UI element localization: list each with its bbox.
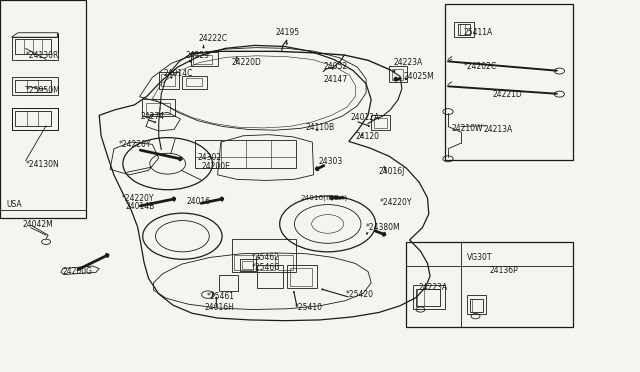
Bar: [240, 259, 256, 271]
Text: *24130R: *24130R: [26, 51, 59, 60]
Bar: [467, 295, 486, 314]
Bar: [413, 285, 445, 309]
Text: 24274: 24274: [141, 112, 165, 121]
Bar: [374, 118, 387, 128]
Text: 24302: 24302: [197, 153, 221, 162]
Text: 24014B: 24014B: [125, 202, 155, 211]
Bar: [146, 103, 170, 114]
Text: 24223A: 24223A: [419, 283, 448, 292]
Text: 24110B: 24110B: [306, 123, 335, 132]
Bar: [256, 255, 275, 270]
Text: 24147: 24147: [323, 75, 348, 84]
Bar: [470, 299, 483, 312]
Text: 24016J: 24016J: [379, 167, 405, 176]
Text: 24200E: 24200E: [202, 162, 230, 171]
Bar: [232, 239, 296, 272]
Bar: [161, 74, 175, 86]
Bar: [182, 76, 207, 89]
Bar: [406, 242, 573, 327]
Bar: [445, 4, 573, 160]
Text: 24222C: 24222C: [198, 34, 228, 43]
Bar: [242, 261, 253, 269]
Text: *24130N: *24130N: [26, 160, 60, 169]
Text: 24014C: 24014C: [163, 69, 193, 78]
Bar: [12, 37, 58, 60]
Text: 24025M: 24025M: [403, 72, 434, 81]
Text: *25410: *25410: [294, 303, 323, 312]
Text: *24202C: *24202C: [463, 62, 497, 71]
Bar: [454, 22, 474, 37]
Bar: [15, 80, 51, 92]
Bar: [278, 255, 293, 270]
Text: *24220Y: *24220Y: [118, 140, 151, 149]
Text: 24016H: 24016H: [205, 304, 235, 312]
Text: *24220Y: *24220Y: [380, 198, 412, 207]
Text: 24303: 24303: [319, 157, 343, 166]
Bar: [142, 99, 175, 116]
Text: 24195: 24195: [275, 28, 300, 37]
Bar: [257, 265, 283, 288]
Text: *25466: *25466: [252, 263, 280, 272]
Text: 25411A: 25411A: [463, 28, 493, 37]
Bar: [15, 111, 51, 126]
Text: 24120: 24120: [355, 132, 380, 141]
Text: 24016: 24016: [187, 198, 211, 206]
Bar: [458, 24, 470, 35]
Bar: [389, 66, 407, 82]
Text: 24200G: 24200G: [63, 267, 93, 276]
Text: *24380M: *24380M: [366, 224, 401, 232]
Text: *25420: *25420: [346, 290, 374, 299]
Text: 24052: 24052: [323, 62, 348, 71]
Text: 24213A: 24213A: [483, 125, 513, 134]
Text: 24221D: 24221D: [493, 90, 522, 99]
Bar: [290, 268, 312, 286]
Bar: [193, 55, 212, 64]
Text: 24223A: 24223A: [394, 58, 423, 67]
Text: *24220Y: *24220Y: [122, 194, 154, 203]
Bar: [195, 140, 296, 168]
Bar: [191, 52, 218, 66]
Text: 24210W: 24210W: [452, 124, 483, 133]
Bar: [12, 77, 58, 95]
Text: 24010(INC.*): 24010(INC.*): [301, 195, 348, 201]
Text: 24136P: 24136P: [490, 266, 518, 275]
Bar: [219, 275, 238, 291]
Text: *25950M: *25950M: [26, 86, 60, 95]
Text: 24012A: 24012A: [350, 113, 380, 122]
Bar: [416, 289, 440, 306]
Text: 24042M: 24042M: [22, 220, 53, 229]
Bar: [0, 0, 86, 218]
Bar: [159, 72, 179, 89]
Bar: [392, 69, 403, 80]
Text: *25461: *25461: [207, 292, 235, 301]
Bar: [234, 255, 253, 270]
Bar: [287, 265, 317, 288]
Bar: [371, 115, 390, 130]
Bar: [186, 78, 202, 86]
Text: *25462: *25462: [252, 253, 280, 262]
Text: 24229: 24229: [186, 51, 210, 60]
Bar: [12, 108, 58, 130]
Text: VG30T: VG30T: [467, 253, 493, 262]
Text: USA: USA: [6, 200, 22, 209]
Text: 24220D: 24220D: [232, 58, 262, 67]
Bar: [15, 39, 51, 54]
